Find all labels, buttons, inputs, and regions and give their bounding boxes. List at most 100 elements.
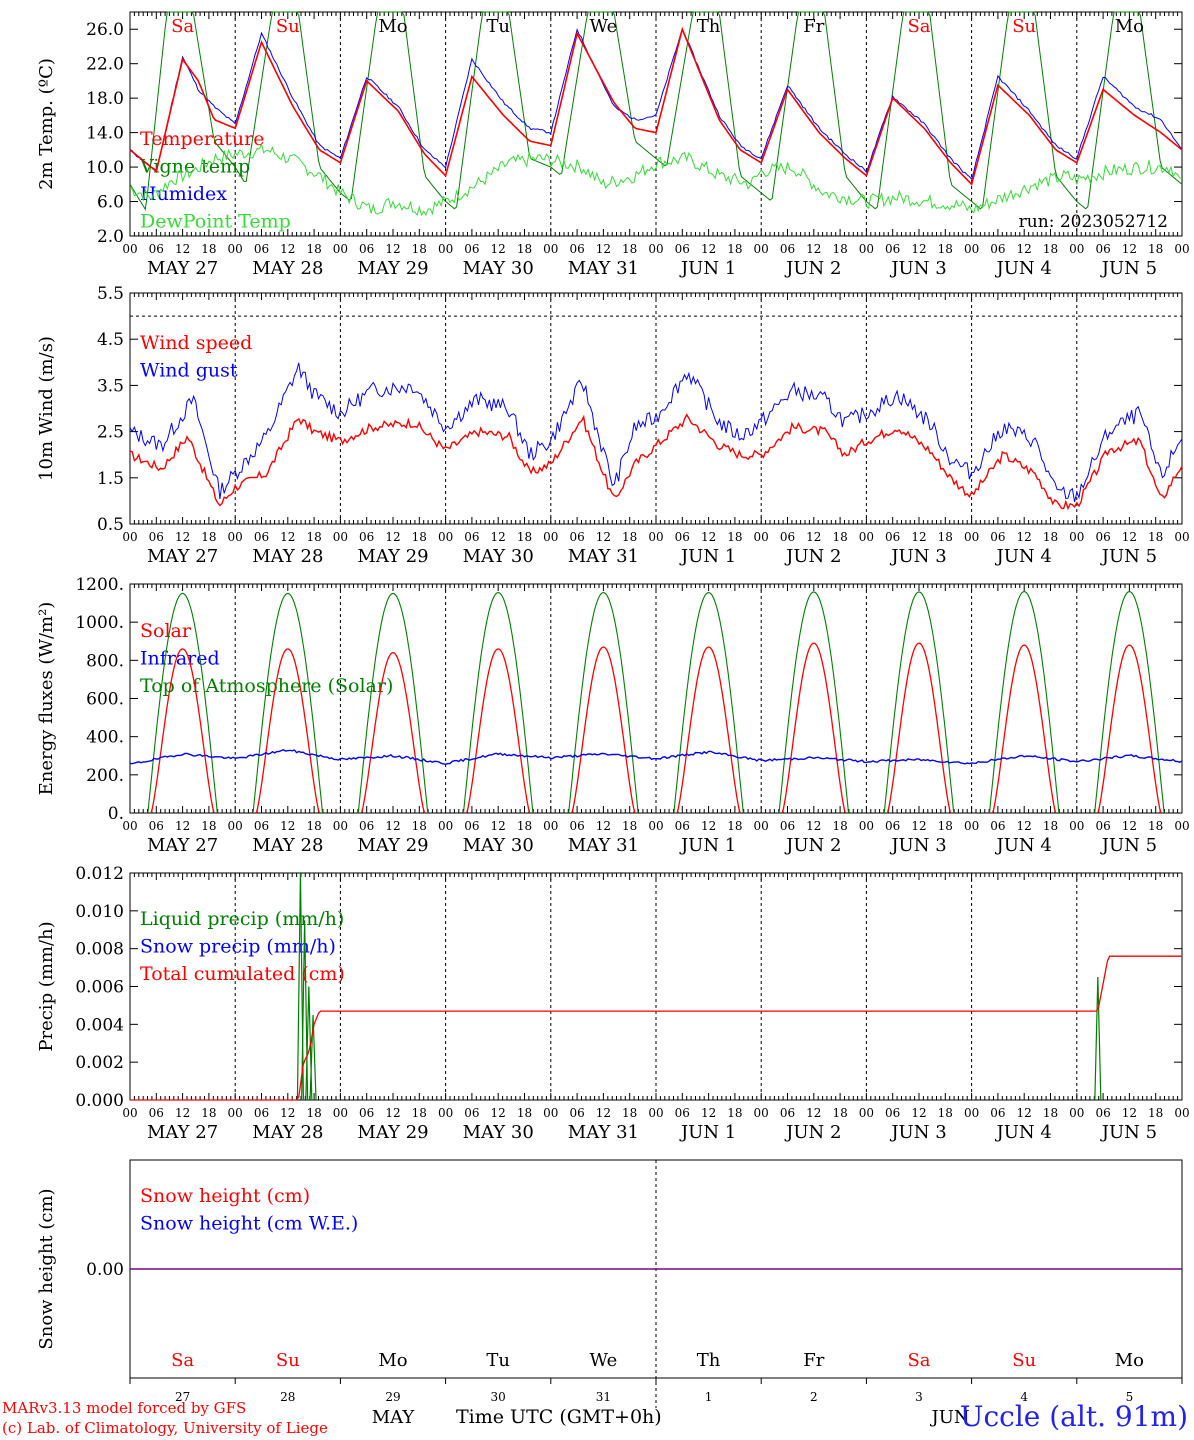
hour-ticks [129,293,1183,300]
y-tick-label: 3.5 [97,376,124,396]
hour-tick-label: 06 [1095,1106,1110,1120]
hour-tick-label: 06 [780,819,795,833]
date-label: MAY 27 [147,546,218,567]
panel-frame [129,11,1183,237]
series-infrared [129,749,1183,766]
hour-tick-label: 18 [1148,819,1163,833]
date-label: MAY 31 [568,835,639,856]
day-number-label: 5 [1126,1390,1134,1404]
date-label: JUN 4 [995,1122,1052,1143]
hour-tick-label: 06 [990,242,1005,256]
hour-tick-label: 12 [701,819,716,833]
hour-tick-label: 00 [333,819,348,833]
weekday-label: Tu [486,16,510,37]
hour-tick-label: 18 [517,819,532,833]
solar-arc [886,642,952,814]
weekday-label: Mo [1115,1350,1144,1371]
liquid-precip-spike [1094,977,1102,1101]
y-tick-label: 1000. [75,613,124,633]
solar-arc [150,648,215,814]
hour-tick-label: 00 [1069,1106,1084,1120]
series-temperature [129,26,1183,186]
hour-tick-label: 12 [701,242,716,256]
hour-tick-label: 18 [938,530,953,544]
date-label: MAY 29 [357,835,428,856]
hour-tick-label: 18 [306,530,321,544]
hour-tick-label: 18 [938,1106,953,1120]
hour-tick-label: 06 [464,819,479,833]
date-label: JUN 1 [679,1122,736,1143]
y-tick-label: 5.5 [97,284,124,304]
date-label: JUN 1 [679,546,736,567]
y-tick-label: 0.000 [75,1091,124,1111]
hour-tick-label: 00 [543,242,558,256]
legend-entry: Total cumulated (cm) [140,963,345,985]
hour-tick-label: 12 [1122,242,1137,256]
day-number-label: 29 [385,1390,400,1404]
date-label: MAY 30 [463,546,534,567]
series-vigne-temp [129,11,1183,211]
hour-tick-label: 06 [359,530,374,544]
weekday-label: We [590,16,618,37]
hour-tick-label: 00 [754,819,769,833]
hour-tick-label: 06 [1095,819,1110,833]
hour-tick-label: 06 [675,530,690,544]
hour-tick-label: 12 [280,1106,295,1120]
legend-entry: Snow height (cm) [140,1185,310,1207]
hour-tick-label: 00 [228,242,243,256]
hour-tick-label: 00 [754,242,769,256]
hour-tick-label: 18 [832,242,847,256]
liquid-precip-spike [309,1014,317,1101]
hour-tick-label: 18 [412,1106,427,1120]
toa-solar-arc [1094,591,1165,814]
weekday-label: Fr [803,1350,824,1371]
hour-tick-label: 12 [175,819,190,833]
hour-tick-label: 06 [359,1106,374,1120]
solar-arc [465,648,531,814]
hour-tick-label: 06 [149,819,164,833]
date-label: JUN 4 [995,546,1052,567]
legend-entry: Vigne temp [139,156,250,178]
hour-tick-label: 18 [622,530,637,544]
hour-tick-label: 00 [1174,819,1189,833]
hour-tick-label: 06 [464,530,479,544]
weekday-label: Su [276,1350,300,1371]
y-tick-label: 0. [108,804,124,824]
solar-arc [676,646,741,814]
hour-tick-label: 12 [596,1106,611,1120]
hour-tick-label: 18 [306,1106,321,1120]
hour-tick-label: 12 [701,1106,716,1120]
hour-tick-label: 18 [412,819,427,833]
hour-tick-label: 00 [543,530,558,544]
weekday-label: Su [1012,16,1036,37]
day-number-label: 27 [175,1390,190,1404]
hour-tick-label: 12 [1122,1106,1137,1120]
hour-tick-label: 00 [859,530,874,544]
date-label: JUN 3 [889,1122,946,1143]
hour-tick-label: 18 [306,819,321,833]
date-label: JUN 3 [889,835,946,856]
hour-tick-label: 00 [859,242,874,256]
month-label-may: MAY [372,1407,416,1428]
hour-tick-label: 12 [385,242,400,256]
hour-tick-label: 00 [754,530,769,544]
hour-tick-label: 12 [596,242,611,256]
hour-tick-label: 18 [832,530,847,544]
date-label: MAY 27 [147,835,218,856]
date-label: JUN 2 [784,258,841,279]
hour-tick-label: 12 [175,242,190,256]
hour-ticks [129,873,1183,880]
hour-tick-label: 00 [1069,242,1084,256]
hour-tick-label: 06 [675,242,690,256]
y-axis-label: Energy fluxes (W/m²) [36,602,57,796]
y-tick-label: 26.0 [86,20,124,40]
hour-tick-label: 06 [569,242,584,256]
y-tick-label: 0.006 [75,978,124,998]
y-tick-label: 0.008 [75,940,124,960]
toa-solar-arc [673,592,744,814]
hour-tick-label: 12 [175,530,190,544]
hour-tick-label: 06 [675,1106,690,1120]
hour-tick-label: 18 [1043,242,1058,256]
hour-tick-label: 12 [280,242,295,256]
weekday-label: Su [1012,1350,1036,1371]
